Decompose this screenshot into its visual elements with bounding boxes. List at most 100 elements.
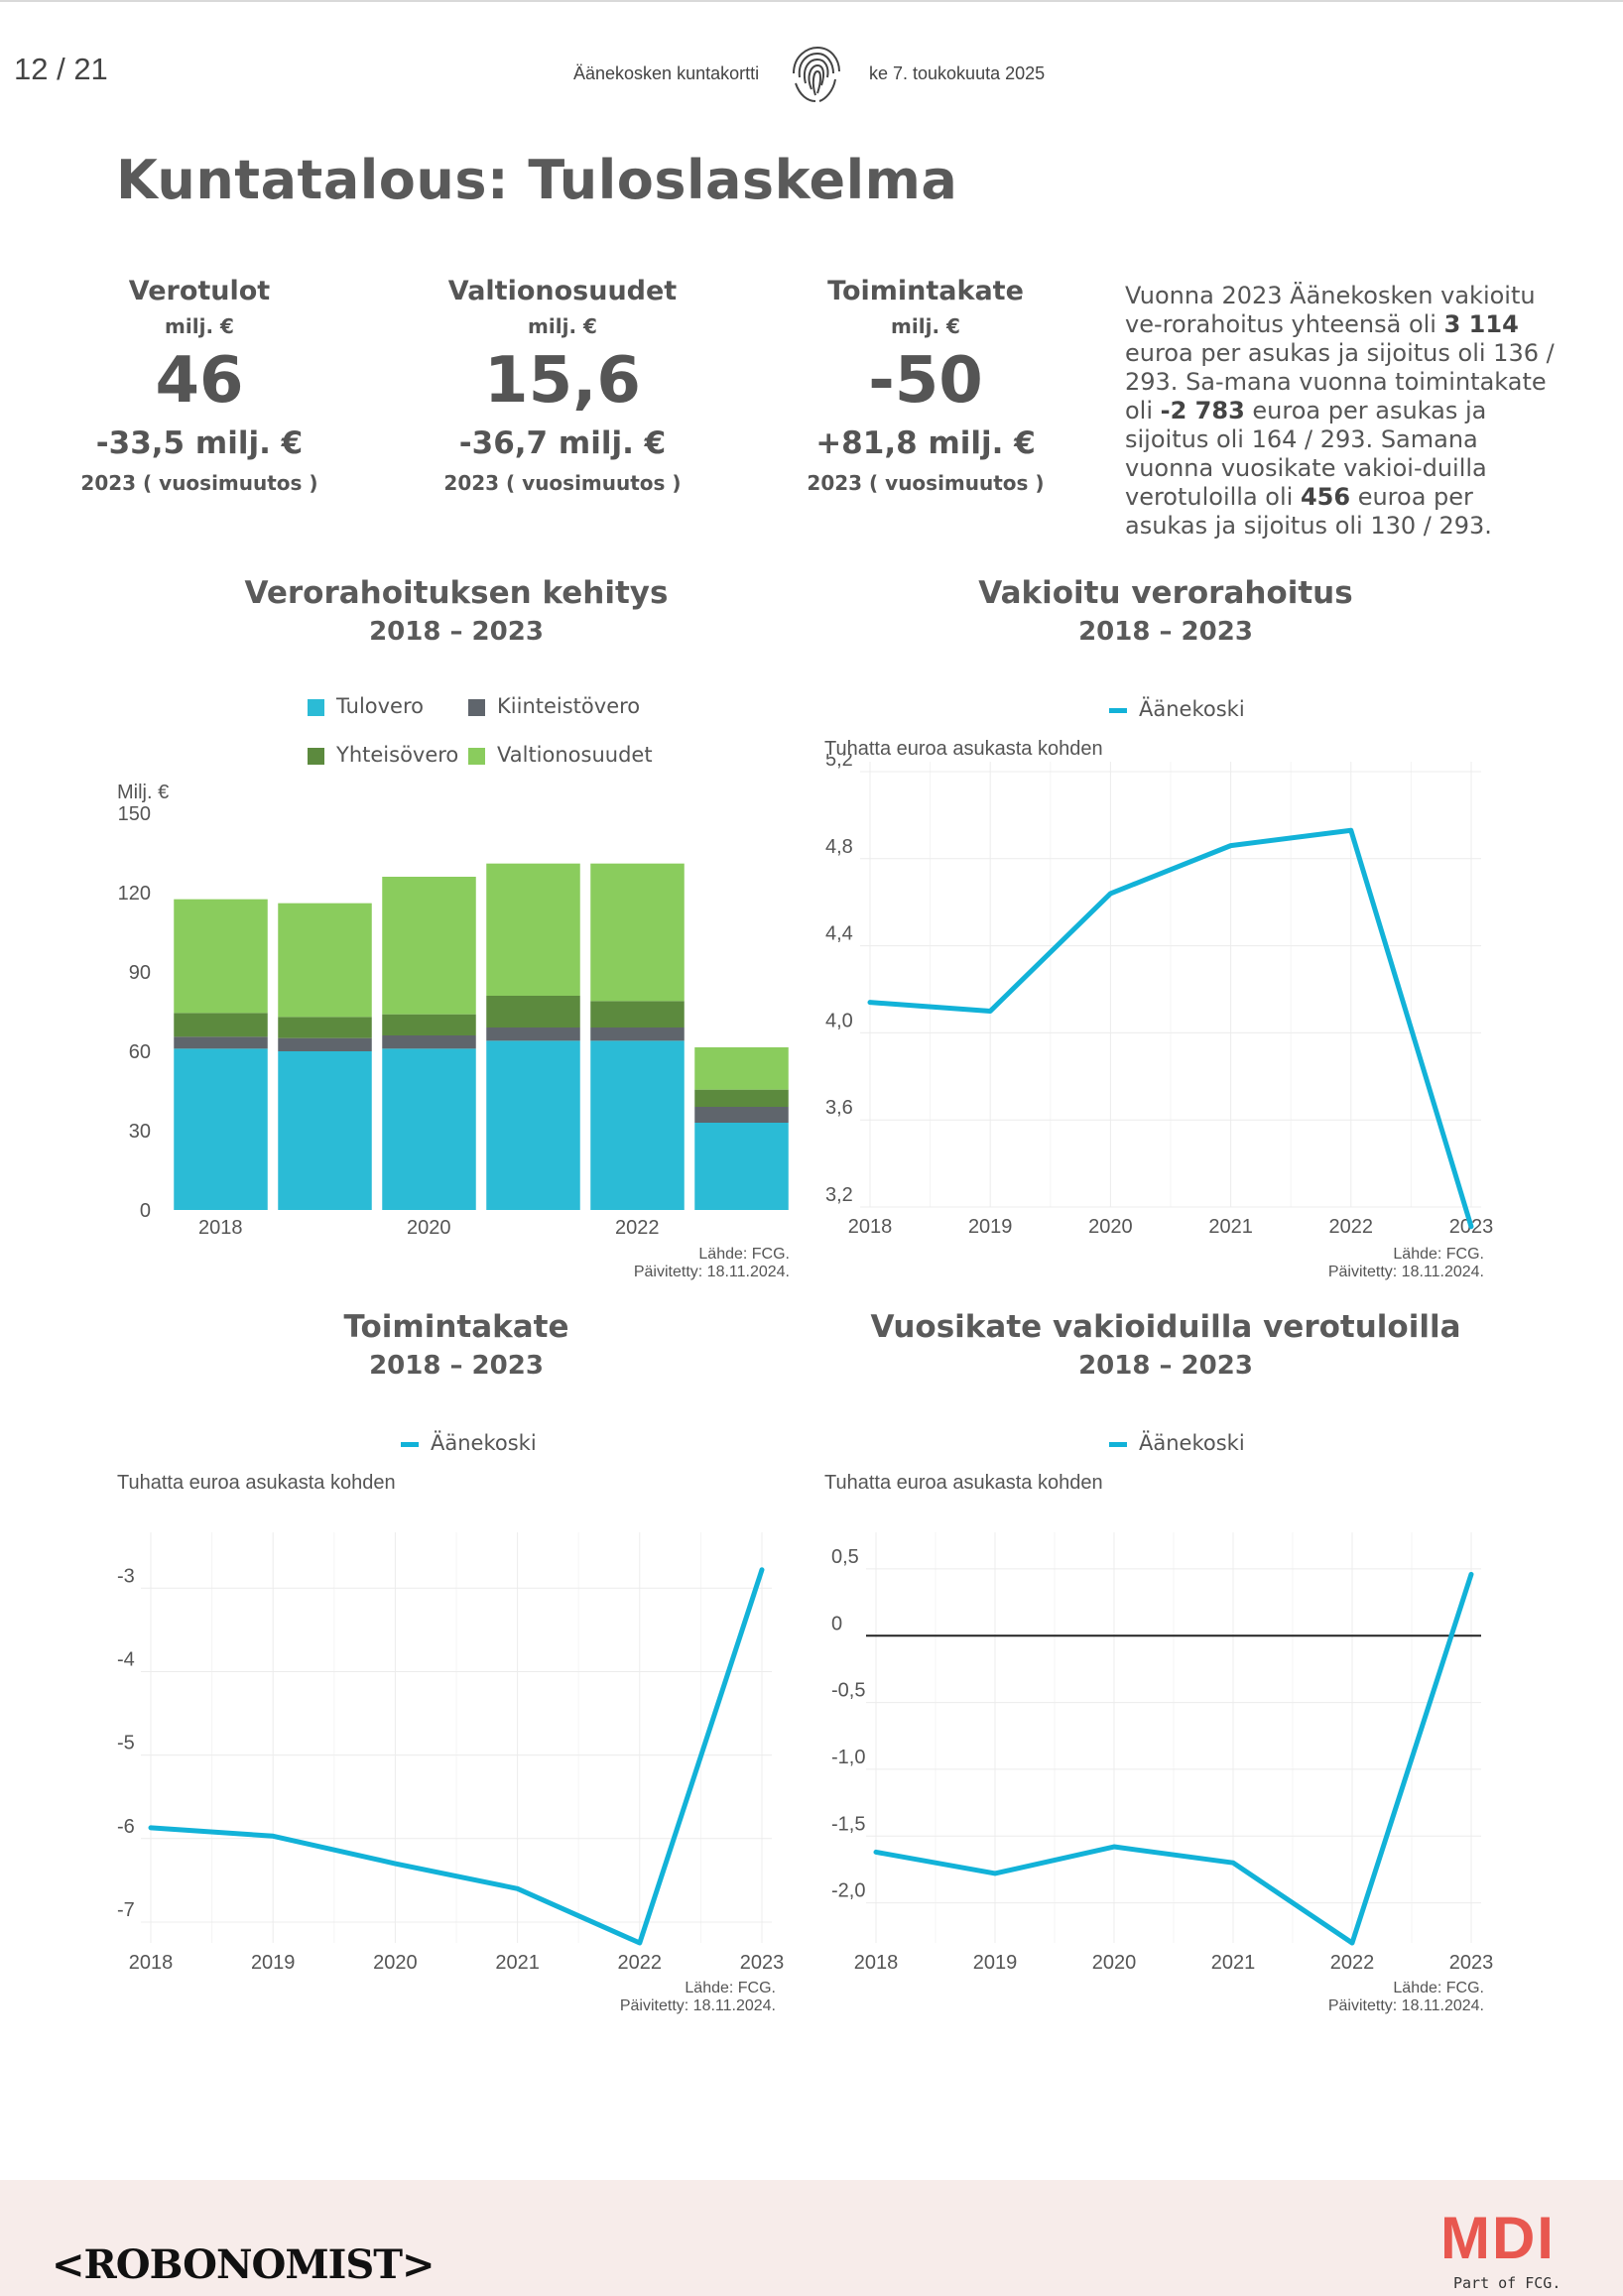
y-tick-label: -5: [117, 1733, 135, 1754]
chart1-bar-chart: 0 30 60 90 120 150 2018 2020 2022: [118, 803, 789, 1239]
y-tick-label: 4,4: [825, 923, 853, 945]
bar-segment-yhteisövero: [174, 1013, 268, 1037]
updated-line: Päivitetty: 18.11.2024.: [1327, 1997, 1484, 2014]
y-tick-label: 60: [129, 1041, 151, 1063]
page-title: Kuntatalous: Tuloslaskelma: [116, 149, 958, 211]
y-tick-label: 3,6: [825, 1097, 853, 1119]
chart3-line-chart: -7 -6 -5 -4 -3 2018 2019 2020 2021 2022 2023: [117, 1532, 785, 1974]
x-tick-label: 2020: [373, 1952, 418, 1974]
legend-label: Valtionosuudet: [497, 743, 653, 767]
kpi-unit: milj. €: [165, 314, 234, 338]
series-line-aanekoski: [148, 1567, 765, 1946]
bar-segment-tulovero: [694, 1123, 789, 1210]
x-tick-label: 2020: [1088, 1216, 1133, 1238]
legend-label: Äänekoski: [431, 1431, 537, 1455]
kpi-name: Verotulot: [128, 276, 271, 306]
bar-segment-valtionosuudet: [174, 899, 268, 1014]
bar-segment-kiinteistövero: [590, 1027, 685, 1041]
legend-label: Yhteisövero: [336, 743, 459, 767]
mdi-subtitle: Part of FCG.: [1453, 2274, 1561, 2292]
x-tick-label: 2022: [1330, 1952, 1375, 1974]
kpi-change: -33,5 milj. €: [95, 425, 304, 461]
chart1-legend-valtionosuudet: Valtionosuudet: [468, 743, 653, 767]
legend-swatch: [468, 747, 485, 765]
y-tick-label: 4,8: [825, 836, 853, 858]
x-tick-label: 2020: [1092, 1952, 1137, 1974]
x-tick-label: 2019: [973, 1952, 1018, 1974]
bar-segment-yhteisövero: [278, 1017, 372, 1038]
summary-value-2: -2 783: [1160, 397, 1245, 424]
kpi-unit: milj. €: [528, 314, 597, 338]
y-tick-label: 150: [118, 803, 151, 825]
kpi-change: -36,7 milj. €: [458, 425, 667, 461]
kpi-value: 15,6: [484, 344, 641, 418]
series-line-aanekoski: [873, 1571, 1474, 1946]
legend-swatch: [308, 698, 324, 716]
kpi-change: +81,8 milj. €: [815, 425, 1036, 461]
chart4-title: Vuosikate vakioiduilla verotuloilla: [870, 1309, 1461, 1345]
bar-segment-tulovero: [382, 1048, 476, 1210]
kpi-verotulot: Verotulot milj. € 46 -33,5 milj. € 2023 …: [36, 276, 363, 495]
bar-segment-tulovero: [590, 1040, 685, 1210]
chart3-heading: Toimintakate 2018 – 2023: [119, 1309, 794, 1381]
y-tick-label: 90: [129, 962, 151, 984]
y-tick-label: 30: [129, 1121, 151, 1143]
y-tick-label: 0,5: [831, 1546, 859, 1568]
summary-value-3: 456: [1300, 483, 1351, 511]
legend-label: Tulovero: [336, 694, 424, 718]
kpi-year: 2023 ( vuosimuutos ): [80, 471, 318, 495]
y-tick-label: 120: [118, 883, 151, 905]
chart4-heading: Vuosikate vakioiduilla verotuloilla 2018…: [823, 1309, 1508, 1381]
footer-band: [0, 2180, 1623, 2296]
series-line-aanekoski: [867, 827, 1474, 1230]
legend-label: Äänekoski: [1139, 1431, 1245, 1455]
bar-segment-valtionosuudet: [486, 863, 580, 996]
legend-line: [1109, 707, 1127, 713]
updated-line: Päivitetty: 18.11.2024.: [1327, 1264, 1484, 1280]
x-tick-label: 2021: [1211, 1952, 1256, 1974]
legend-swatch: [468, 698, 485, 716]
x-tick-label: 2023: [740, 1952, 785, 1974]
bar-segment-tulovero: [278, 1051, 372, 1210]
y-tick-label: -6: [117, 1816, 135, 1838]
chart1-legend-yhteisovero: Yhteisövero: [308, 743, 458, 767]
y-tick-label: 4,0: [825, 1010, 853, 1031]
legend-label: Kiinteistövero: [497, 694, 641, 718]
chart4-subtitle: 2018 – 2023: [1078, 1351, 1253, 1381]
chart2-subtitle: 2018 – 2023: [1078, 617, 1253, 647]
chart1-source: Lähde: FCG. Päivitetty: 18.11.2024.: [496, 1246, 790, 1281]
summary-text-2: euroa per asukas ja sijoitus oli 136 / 2…: [1125, 339, 1555, 424]
legend-swatch: [308, 747, 324, 765]
x-tick-label: 2018: [129, 1952, 174, 1974]
chart3-subtitle: 2018 – 2023: [369, 1351, 544, 1381]
kpi-year: 2023 ( vuosimuutos ): [443, 471, 682, 495]
kpi-unit: milj. €: [891, 314, 960, 338]
x-tick-label: 2021: [1208, 1216, 1253, 1238]
source-line: Lähde: FCG.: [1393, 1246, 1484, 1263]
bar-segment-valtionosuudet: [590, 863, 685, 1002]
bar-segment-kiinteistövero: [694, 1107, 789, 1123]
updated-line: Päivitetty: 18.11.2024.: [619, 1997, 776, 2014]
chart4-source: Lähde: FCG. Päivitetty: 18.11.2024.: [1190, 1980, 1484, 2015]
source-line: Lähde: FCG.: [1393, 1980, 1484, 1996]
y-tick-label: -4: [117, 1648, 135, 1670]
bar-segment-tulovero: [486, 1040, 580, 1210]
y-tick-label: -2,0: [831, 1880, 865, 1902]
x-tick-label: 2018: [854, 1952, 899, 1974]
bar-segment-kiinteistövero: [486, 1027, 580, 1041]
y-tick-label: -3: [117, 1565, 135, 1587]
y-tick-label: -0,5: [831, 1680, 865, 1702]
source-line: Lähde: FCG.: [685, 1980, 776, 1996]
legend-label: Äänekoski: [1139, 697, 1245, 721]
bar-segment-kiinteistövero: [278, 1037, 372, 1051]
bar-segment-yhteisövero: [590, 1001, 685, 1027]
document-date: ke 7. toukokuuta 2025: [869, 63, 1046, 83]
chart2-legend: Äänekoski: [1109, 697, 1245, 721]
chart2-title: Vakioitu verorahoitus: [978, 575, 1353, 611]
mdi-logo: MDI: [1440, 2205, 1556, 2271]
chart2-source: Lähde: FCG. Päivitetty: 18.11.2024.: [1190, 1246, 1484, 1281]
chart1-legend-tulovero: Tulovero: [308, 694, 424, 718]
bar-segment-valtionosuudet: [278, 903, 372, 1018]
y-tick-label: 3,2: [825, 1184, 853, 1206]
